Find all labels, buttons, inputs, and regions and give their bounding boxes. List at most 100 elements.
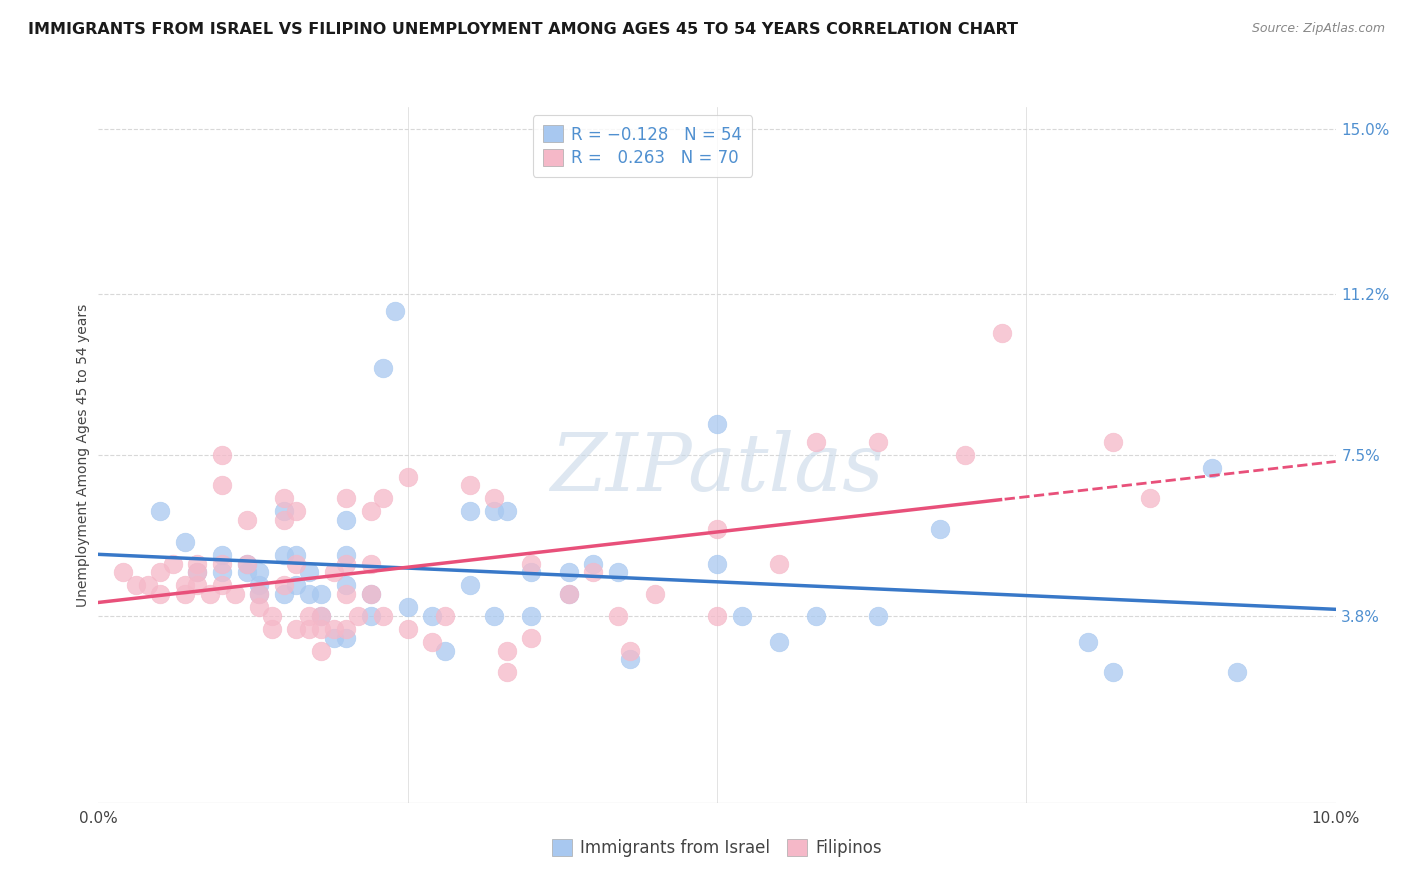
Point — [607, 608, 630, 623]
Point — [247, 587, 270, 601]
Point — [260, 622, 283, 636]
Point — [990, 326, 1012, 341]
Point — [273, 513, 295, 527]
Point — [198, 587, 221, 601]
Point — [371, 361, 394, 376]
Point — [607, 566, 630, 580]
Point — [458, 504, 481, 518]
Point — [309, 622, 332, 636]
Point — [557, 587, 579, 601]
Point — [224, 587, 246, 601]
Point — [236, 566, 259, 580]
Text: Source: ZipAtlas.com: Source: ZipAtlas.com — [1251, 22, 1385, 36]
Point — [433, 608, 456, 623]
Point — [644, 587, 666, 601]
Point — [236, 557, 259, 571]
Point — [322, 566, 344, 580]
Text: ZIPatlas: ZIPatlas — [550, 430, 884, 508]
Point — [360, 587, 382, 601]
Point — [396, 600, 419, 615]
Point — [247, 578, 270, 592]
Point — [236, 557, 259, 571]
Point — [371, 608, 394, 623]
Point — [273, 587, 295, 601]
Point — [335, 631, 357, 645]
Point — [953, 448, 976, 462]
Point — [124, 578, 146, 592]
Point — [495, 665, 517, 680]
Point — [458, 578, 481, 592]
Point — [384, 304, 406, 318]
Point — [112, 566, 135, 580]
Point — [162, 557, 184, 571]
Point — [396, 622, 419, 636]
Point — [458, 478, 481, 492]
Point — [520, 557, 543, 571]
Point — [335, 513, 357, 527]
Point — [285, 622, 308, 636]
Point — [360, 587, 382, 601]
Point — [174, 578, 197, 592]
Point — [557, 566, 579, 580]
Point — [731, 608, 754, 623]
Text: IMMIGRANTS FROM ISRAEL VS FILIPINO UNEMPLOYMENT AMONG AGES 45 TO 54 YEARS CORREL: IMMIGRANTS FROM ISRAEL VS FILIPINO UNEMP… — [28, 22, 1018, 37]
Point — [866, 608, 889, 623]
Point — [273, 578, 295, 592]
Point — [247, 587, 270, 601]
Point — [866, 434, 889, 449]
Point — [484, 491, 506, 506]
Point — [422, 608, 444, 623]
Point — [582, 566, 605, 580]
Point — [520, 566, 543, 580]
Point — [619, 643, 641, 657]
Legend: Immigrants from Israel, Filipinos: Immigrants from Israel, Filipinos — [546, 832, 889, 864]
Point — [335, 587, 357, 601]
Point — [396, 469, 419, 483]
Point — [236, 513, 259, 527]
Point — [619, 652, 641, 666]
Point — [149, 587, 172, 601]
Point — [186, 566, 208, 580]
Point — [1139, 491, 1161, 506]
Point — [557, 587, 579, 601]
Y-axis label: Unemployment Among Ages 45 to 54 years: Unemployment Among Ages 45 to 54 years — [76, 303, 90, 607]
Point — [495, 504, 517, 518]
Point — [495, 643, 517, 657]
Point — [211, 478, 233, 492]
Point — [309, 587, 332, 601]
Point — [211, 557, 233, 571]
Point — [335, 578, 357, 592]
Point — [322, 622, 344, 636]
Point — [422, 635, 444, 649]
Point — [371, 491, 394, 506]
Point — [211, 566, 233, 580]
Point — [298, 566, 321, 580]
Point — [298, 608, 321, 623]
Point — [285, 578, 308, 592]
Point — [322, 631, 344, 645]
Point — [174, 534, 197, 549]
Point — [260, 608, 283, 623]
Point — [149, 504, 172, 518]
Point — [211, 578, 233, 592]
Point — [335, 548, 357, 562]
Point — [768, 557, 790, 571]
Point — [804, 434, 827, 449]
Point — [309, 608, 332, 623]
Point — [136, 578, 159, 592]
Point — [347, 608, 370, 623]
Point — [247, 600, 270, 615]
Point — [804, 608, 827, 623]
Point — [484, 608, 506, 623]
Point — [520, 608, 543, 623]
Point — [309, 643, 332, 657]
Point — [285, 504, 308, 518]
Point — [1102, 665, 1125, 680]
Point — [149, 566, 172, 580]
Point — [273, 491, 295, 506]
Point — [273, 548, 295, 562]
Point — [1201, 461, 1223, 475]
Point — [928, 522, 950, 536]
Point — [360, 504, 382, 518]
Point — [1102, 434, 1125, 449]
